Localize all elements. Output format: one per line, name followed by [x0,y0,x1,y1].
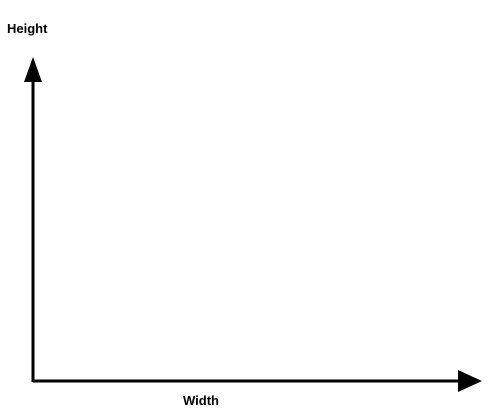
y-axis-arrowhead [24,57,42,82]
x-axis-label: Width [183,393,219,408]
y-axis-label: Height [7,21,48,36]
x-axis-arrowhead [458,370,482,392]
